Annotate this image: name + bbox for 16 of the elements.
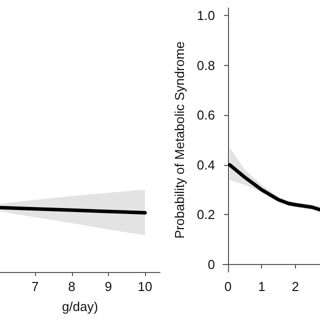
line-series [228,163,320,212]
x-tick-label: 2 [292,279,300,294]
x-tick-label: 7 [32,279,39,294]
x-axis-title: g/day) [62,299,98,314]
x-tick-label: 8 [68,279,76,294]
y-tick-label: 0.4 [196,157,215,172]
y-tick-label: 0.2 [196,207,215,222]
y-tick-label: 0.6 [196,108,215,123]
x-tick-label: 9 [104,279,112,294]
y-tick-label: 0 [208,257,215,272]
y-tick-label: 1.0 [196,8,215,23]
y-axis-title: Probability of Metabolic Syndrome [172,41,187,239]
x-tick-label: 1 [258,279,266,294]
y-tick-label: 0.8 [196,58,215,73]
x-tick-label: 10 [138,279,152,294]
x-tick-label: 0 [224,279,232,294]
